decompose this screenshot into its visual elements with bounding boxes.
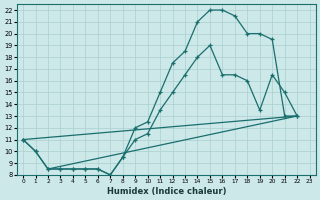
X-axis label: Humidex (Indice chaleur): Humidex (Indice chaleur) xyxy=(107,187,226,196)
